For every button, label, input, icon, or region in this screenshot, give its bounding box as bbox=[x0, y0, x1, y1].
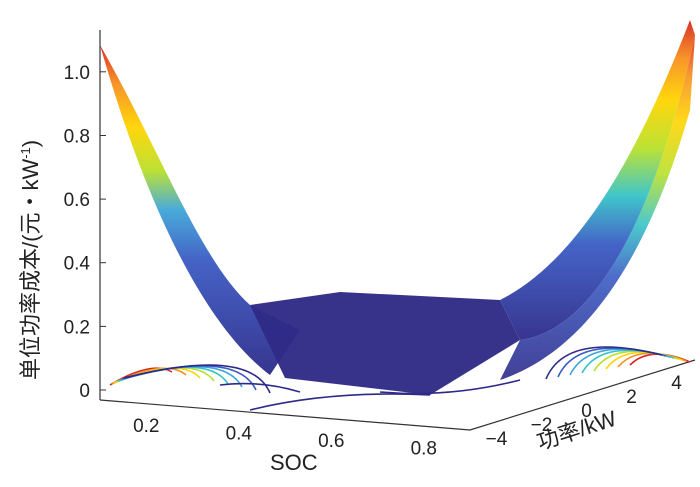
cost-tick-3: 0.6 bbox=[64, 190, 90, 211]
power-tick-0: −4 bbox=[486, 429, 508, 450]
cost-tick-1: 0.2 bbox=[64, 317, 90, 338]
soc-tick-2: 0.6 bbox=[318, 431, 344, 452]
contour-center-2 bbox=[379, 379, 521, 395]
power-tick-1: −2 bbox=[531, 415, 553, 436]
surface-right-wing bbox=[500, 20, 695, 340]
cost-ticks: 0 0.2 0.4 0.6 0.8 1.0 bbox=[64, 63, 106, 402]
soc-tick-0: 0.2 bbox=[133, 416, 159, 437]
power-ticks: −4 −2 0 2 4 bbox=[486, 373, 683, 450]
cost-tick-0: 0 bbox=[79, 381, 90, 402]
y-axis-label: 单位功率成本/(元・kW-1) bbox=[18, 140, 43, 380]
floor-contours bbox=[109, 346, 691, 411]
contour-center-0 bbox=[249, 393, 431, 411]
contour-center-1 bbox=[219, 382, 301, 393]
soc-tick-3: 0.8 bbox=[411, 438, 437, 459]
y-axis-label-main: 单位功率成本/(元・kW bbox=[18, 159, 43, 380]
power-axis-label: 功率/kW bbox=[534, 406, 620, 455]
cost-tick-5: 1.0 bbox=[64, 63, 90, 84]
soc-ticks: 0.2 0.4 0.6 0.8 bbox=[133, 416, 437, 460]
axes bbox=[99, 30, 696, 431]
contour-right-7 bbox=[545, 346, 663, 380]
power-tick-4: 4 bbox=[671, 373, 682, 394]
contour-left-7 bbox=[123, 364, 271, 394]
surface-right-front bbox=[500, 35, 695, 380]
y-axis-label-superscript: -1 bbox=[18, 147, 33, 159]
surface bbox=[100, 20, 695, 395]
soc-tick-1: 0.4 bbox=[226, 423, 253, 444]
power-tick-3: 2 bbox=[626, 387, 637, 408]
contour-left-0 bbox=[109, 367, 173, 386]
soc-axis-line bbox=[99, 399, 471, 431]
x-axis-label: SOC bbox=[270, 450, 318, 475]
cost-tick-2: 0.4 bbox=[64, 254, 91, 275]
contour-right-1 bbox=[617, 352, 687, 368]
power-axis-line bbox=[469, 359, 696, 431]
surface-floor bbox=[250, 292, 520, 395]
y-axis-label-close: ) bbox=[18, 140, 43, 147]
power-tick-2: 0 bbox=[581, 401, 592, 422]
cost-tick-4: 0.8 bbox=[64, 127, 90, 148]
